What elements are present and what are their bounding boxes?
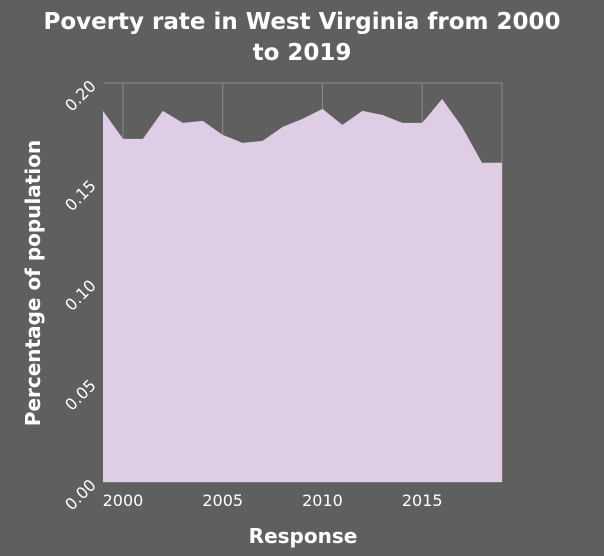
x-tick-label-2015: 2015 bbox=[402, 491, 443, 510]
x-tick-label-2010: 2010 bbox=[302, 491, 343, 510]
poverty-rate-area bbox=[103, 99, 502, 482]
x-tick-label-2005: 2005 bbox=[202, 491, 243, 510]
y-axis-label: Percentage of population bbox=[21, 140, 45, 426]
y-tick-label-0.00: 0.00 bbox=[61, 475, 100, 514]
y-tick-label-0.15: 0.15 bbox=[61, 176, 100, 215]
chart-title-line-1: Poverty rate in West Virginia from 2000 bbox=[43, 9, 560, 35]
y-tick-label-0.05: 0.05 bbox=[61, 376, 100, 415]
y-axis-ticks: 0.00 0.05 0.10 0.15 0.20 bbox=[61, 76, 100, 514]
y-tick-label-0.20: 0.20 bbox=[61, 76, 100, 115]
chart-title-line-2: to 2019 bbox=[253, 40, 352, 66]
x-tick-label-2000: 2000 bbox=[103, 491, 144, 510]
y-tick-label-0.10: 0.10 bbox=[61, 276, 100, 315]
x-axis-ticks: 2000 2005 2010 2015 bbox=[103, 491, 443, 510]
x-axis-label: Response bbox=[249, 524, 358, 548]
